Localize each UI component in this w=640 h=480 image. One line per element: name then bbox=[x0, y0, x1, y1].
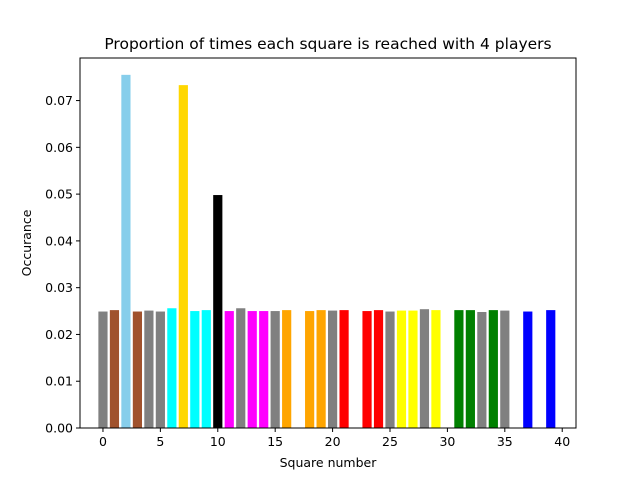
x-tick-label: 5 bbox=[156, 434, 164, 449]
bar-square-18 bbox=[305, 311, 315, 428]
y-tick-label: 0.07 bbox=[45, 93, 73, 108]
bar-square-1 bbox=[109, 310, 120, 428]
bar-square-8 bbox=[190, 311, 200, 428]
bars-group bbox=[98, 74, 556, 428]
y-tick-label: 0.00 bbox=[45, 421, 73, 436]
bar-square-0 bbox=[98, 311, 108, 428]
x-tick-label: 0 bbox=[99, 434, 107, 449]
bar-square-34 bbox=[488, 310, 498, 428]
bar-square-12 bbox=[236, 308, 246, 428]
bar-square-31 bbox=[454, 310, 464, 428]
bar-square-29 bbox=[431, 310, 441, 428]
bar-square-7 bbox=[178, 85, 188, 428]
x-tick-label: 15 bbox=[267, 434, 283, 449]
x-tick-label: 35 bbox=[497, 434, 513, 449]
bar-square-19 bbox=[316, 310, 326, 428]
bar-square-39 bbox=[546, 310, 556, 428]
y-tick-label: 0.06 bbox=[45, 140, 73, 155]
bar-square-27 bbox=[408, 310, 418, 428]
bar-square-4 bbox=[144, 310, 154, 428]
bar-square-16 bbox=[282, 310, 292, 428]
bar-square-9 bbox=[201, 310, 211, 428]
bar-square-14 bbox=[259, 311, 269, 428]
x-axis-label: Square number bbox=[280, 455, 378, 470]
y-tick-label: 0.04 bbox=[45, 233, 73, 248]
bar-square-24 bbox=[373, 310, 384, 428]
y-tick-label: 0.02 bbox=[45, 327, 73, 342]
x-axis-ticks: 0 5 10 15 20 25 30 35 40 bbox=[99, 428, 570, 449]
y-tick-label: 0.05 bbox=[45, 187, 73, 202]
y-tick-label: 0.03 bbox=[45, 280, 73, 295]
bar-square-37 bbox=[523, 311, 533, 428]
bar-square-26 bbox=[396, 310, 407, 428]
x-tick-label: 30 bbox=[439, 434, 455, 449]
y-tick-label: 0.01 bbox=[45, 374, 73, 389]
x-tick-label: 40 bbox=[554, 434, 570, 449]
bar-square-20 bbox=[328, 310, 338, 428]
bar-square-15 bbox=[270, 311, 280, 428]
plot-frame bbox=[79, 57, 577, 429]
y-axis-ticks: 0.00 0.01 0.02 0.03 0.04 0.05 0.06 0.07 bbox=[45, 93, 80, 436]
chart-title: Proportion of times each square is reach… bbox=[104, 35, 551, 53]
bar-square-35 bbox=[500, 310, 510, 428]
bar-square-13 bbox=[247, 311, 257, 428]
x-tick-label: 25 bbox=[382, 434, 398, 449]
bar-square-2 bbox=[121, 74, 131, 428]
y-axis-label: Occurance bbox=[19, 209, 34, 276]
x-tick-label: 10 bbox=[210, 434, 226, 449]
bar-square-11 bbox=[224, 311, 234, 428]
bar-square-3 bbox=[132, 311, 142, 428]
bar-square-23 bbox=[362, 311, 372, 428]
bar-square-21 bbox=[339, 310, 349, 428]
x-tick-label: 20 bbox=[325, 434, 341, 449]
bar-square-33 bbox=[477, 311, 487, 428]
bar-square-32 bbox=[465, 310, 475, 428]
bar-square-25 bbox=[385, 311, 395, 428]
bar-square-6 bbox=[167, 308, 177, 428]
bar-square-5 bbox=[155, 311, 165, 428]
bar-square-28 bbox=[419, 309, 430, 428]
bar-square-10 bbox=[213, 195, 223, 428]
